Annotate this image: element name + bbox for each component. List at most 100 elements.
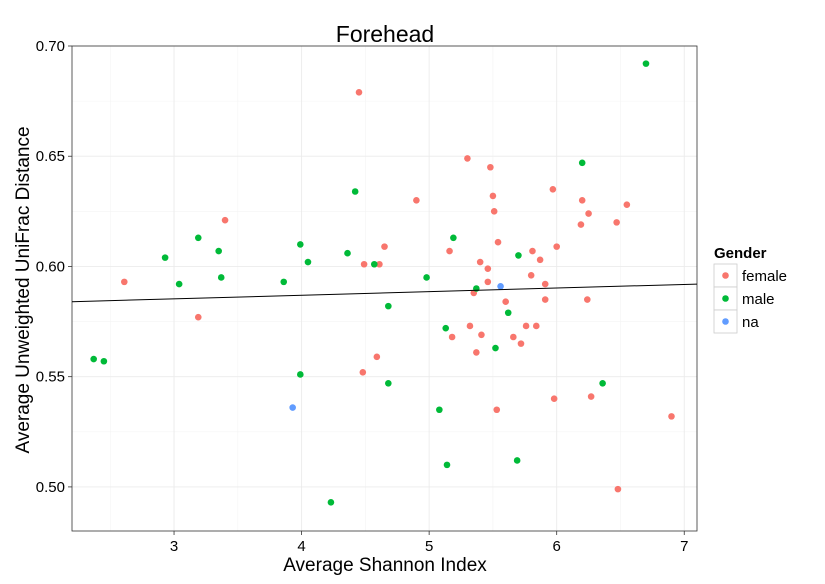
x-axis-title: Average Shannon Index: [283, 555, 487, 576]
data-point-female: [532, 322, 540, 330]
data-point-male: [194, 234, 202, 242]
data-point-female: [550, 395, 558, 403]
data-point-female: [494, 238, 502, 246]
data-point-female: [360, 260, 368, 268]
data-point-female: [373, 353, 381, 361]
data-point-female: [120, 278, 128, 286]
data-point-male: [599, 379, 606, 387]
x-tick-label: 3: [170, 538, 178, 555]
data-point-male: [450, 234, 457, 242]
data-point-female: [484, 278, 492, 286]
data-point-male: [423, 274, 430, 281]
data-point-male: [351, 188, 359, 195]
data-point-male: [297, 241, 304, 248]
data-point-female: [466, 322, 474, 330]
data-point-female: [221, 216, 229, 224]
plot-border: [71, 45, 698, 532]
data-point-female: [478, 331, 485, 339]
legend-label-male: male: [742, 291, 775, 308]
y-tick-label: 0.55: [36, 369, 65, 386]
x-tick-label: 7: [680, 538, 688, 555]
legend: Gender female male na: [713, 245, 787, 334]
data-point-female: [510, 333, 517, 341]
legend-title: Gender: [714, 245, 767, 262]
data-point-na: [497, 282, 504, 290]
data-point-na: [289, 404, 296, 411]
plot-panel: [72, 46, 697, 531]
data-point-female: [549, 185, 557, 193]
data-point-male: [370, 260, 378, 268]
data-point-female: [613, 219, 620, 226]
data-point-male: [280, 278, 288, 286]
data-point-female: [493, 406, 501, 414]
data-point-female: [541, 280, 549, 288]
data-point-female: [614, 485, 622, 493]
data-point-female: [527, 271, 535, 279]
data-point-male: [515, 252, 522, 259]
x-tick-label: 6: [553, 538, 561, 555]
data-point-male: [344, 249, 351, 257]
data-point-male: [492, 344, 499, 352]
data-point-female: [522, 322, 530, 330]
legend-marker-female: [722, 272, 729, 279]
data-point-male: [578, 159, 586, 167]
y-tick-label: 0.65: [36, 148, 65, 165]
data-point-female: [484, 265, 492, 272]
plot-area: 3 4 5 6 7 0.50 0.55 0.60 0.65 0.70: [36, 38, 698, 555]
data-point-female: [668, 413, 675, 420]
data-point-female: [413, 197, 420, 204]
data-point-male: [443, 461, 451, 469]
data-point-female: [584, 296, 591, 303]
data-point-female: [381, 243, 388, 250]
data-point-female: [577, 221, 585, 228]
data-point-female: [448, 333, 456, 341]
data-point-female: [553, 243, 560, 250]
data-point-female: [473, 349, 480, 356]
chart-title: Forehead: [336, 21, 434, 47]
data-point-female: [502, 298, 509, 306]
data-point-female: [623, 201, 631, 209]
data-point-male: [217, 274, 225, 281]
data-point-female: [585, 210, 592, 217]
data-point-female: [536, 256, 544, 264]
data-point-male: [513, 457, 521, 464]
x-tick-label: 5: [425, 538, 433, 555]
data-point-male: [304, 258, 312, 266]
data-point-male: [100, 357, 108, 365]
legend-marker-na: [722, 318, 729, 325]
data-point-male: [175, 280, 183, 288]
data-point-female: [359, 368, 367, 376]
data-point-male: [385, 302, 392, 310]
data-point-male: [642, 60, 650, 67]
data-point-male: [161, 254, 169, 261]
data-point-female: [446, 247, 453, 255]
y-tick-label: 0.50: [36, 479, 65, 496]
y-tick-label: 0.70: [36, 38, 65, 55]
y-axis-title: Average Unweighted UniFrac Distance: [13, 126, 34, 453]
data-point-male: [215, 247, 222, 255]
data-point-female: [464, 155, 471, 162]
data-point-male: [504, 309, 512, 317]
legend-label-female: female: [742, 268, 787, 285]
data-point-female: [487, 163, 494, 171]
data-point-female: [529, 247, 536, 255]
data-point-female: [194, 313, 202, 321]
legend-marker-male: [722, 295, 729, 302]
data-point-male: [90, 355, 97, 363]
data-point-male: [327, 499, 335, 506]
trend-line: [71, 283, 698, 303]
data-point-male: [442, 324, 450, 332]
data-point-female: [355, 88, 363, 96]
data-point-female: [517, 340, 525, 347]
x-tick-label: 4: [297, 538, 305, 555]
data-point-male: [385, 379, 392, 387]
data-point-female: [587, 393, 595, 400]
data-point-female: [490, 208, 498, 215]
data-point-female: [541, 296, 549, 303]
y-tick-label: 0.60: [36, 258, 65, 275]
data-point-male: [297, 371, 304, 378]
data-point-female: [376, 260, 383, 268]
data-point-female: [489, 192, 497, 200]
